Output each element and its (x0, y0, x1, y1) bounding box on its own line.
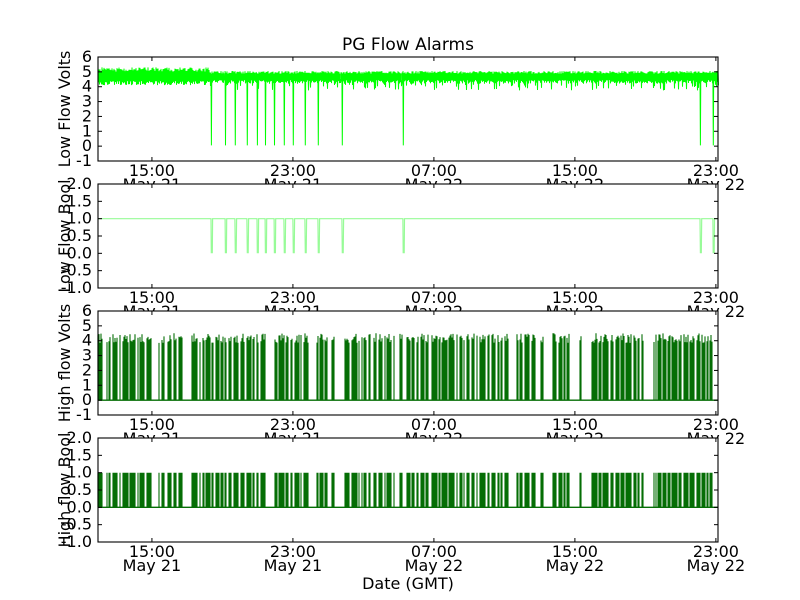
y-axis-label: High flow Bool (55, 433, 74, 548)
x-tick-date-label: May 21 (264, 556, 323, 575)
y-tick-label: 0 (82, 136, 92, 155)
x-tick-time-label: 23:00 (270, 288, 316, 307)
y-axis-label: Low Flow Volts (55, 51, 74, 168)
y-tick-label: -0.5 (61, 515, 92, 534)
x-tick-time-label: 23:00 (693, 542, 739, 561)
y-tick-label: 5 (82, 62, 92, 81)
x-tick-time-label: 23:00 (270, 415, 316, 434)
y-tick-label: 3 (82, 92, 92, 111)
y-tick-label: 1 (82, 375, 92, 394)
x-tick-time-label: 07:00 (411, 542, 457, 561)
y-tick-label: 2 (82, 106, 92, 125)
y-tick-label: 2 (82, 360, 92, 379)
x-tick-time-label: 07:00 (411, 288, 457, 307)
plot-area (98, 184, 718, 288)
x-tick-time-label: 15:00 (129, 415, 175, 434)
x-tick-time-label: 15:00 (129, 288, 175, 307)
y-tick-label: 3 (82, 346, 92, 365)
y-tick-label: 4 (82, 331, 92, 350)
x-tick-time-label: 07:00 (411, 161, 457, 180)
y-tick-label: 5 (82, 316, 92, 335)
x-tick-time-label: 15:00 (129, 161, 175, 180)
y-tick-label: 1 (82, 121, 92, 140)
y-tick-label: 6 (82, 301, 92, 320)
x-tick-date-label: May 22 (546, 556, 605, 575)
y-tick-label: 0.0 (67, 497, 92, 516)
y-tick-label: 0.0 (67, 243, 92, 262)
y-axis-label: High flow Volts (55, 304, 74, 422)
y-tick-label: 2.0 (67, 428, 92, 447)
y-tick-label: -0.5 (61, 261, 92, 280)
axes-frame (97, 56, 719, 162)
x-tick-time-label: 15:00 (552, 415, 598, 434)
x-tick-date-label: May 22 (405, 556, 464, 575)
x-tick-time-label: 23:00 (270, 542, 316, 561)
axes-frame (97, 310, 719, 416)
y-axis-label: Low Flow Bool (55, 179, 74, 292)
y-tick-label: 1.5 (67, 445, 92, 464)
x-tick-time-label: 23:00 (693, 288, 739, 307)
y-tick-label: 4 (82, 77, 92, 96)
y-tick-label: 2.0 (67, 174, 92, 193)
series-low-flow-bool (98, 218, 718, 254)
x-tick-date-label: May 21 (123, 556, 182, 575)
y-tick-label: 6 (82, 47, 92, 66)
x-tick-time-label: 23:00 (693, 415, 739, 434)
y-tick-label: -1.0 (61, 278, 92, 297)
y-tick-label: -1 (76, 151, 92, 170)
y-tick-label: 0 (82, 390, 92, 409)
y-tick-label: 0.5 (67, 226, 92, 245)
x-axis-label: Date (GMT) (362, 574, 454, 593)
chart-title: PG Flow Alarms (342, 35, 474, 55)
x-tick-time-label: 15:00 (552, 542, 598, 561)
y-tick-label: 1.0 (67, 209, 92, 228)
x-tick-time-label: 15:00 (552, 161, 598, 180)
x-tick-time-label: 23:00 (693, 161, 739, 180)
y-tick-label: -1.0 (61, 532, 92, 551)
series-low-flow-volts (97, 67, 719, 146)
y-tick-label: -1 (76, 405, 92, 424)
x-tick-time-label: 15:00 (129, 542, 175, 561)
x-tick-time-label: 15:00 (552, 288, 598, 307)
y-tick-label: 1.5 (67, 191, 92, 210)
x-tick-date-label: May 22 (687, 556, 746, 575)
y-tick-label: 0.5 (67, 480, 92, 499)
x-tick-time-label: 23:00 (270, 161, 316, 180)
y-tick-label: 1.0 (67, 463, 92, 482)
x-tick-time-label: 07:00 (411, 415, 457, 434)
